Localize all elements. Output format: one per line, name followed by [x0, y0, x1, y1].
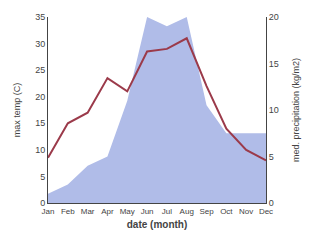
svg-text:Feb: Feb — [61, 207, 75, 216]
svg-text:20: 20 — [35, 92, 45, 102]
svg-text:Aug: Aug — [180, 207, 194, 216]
svg-text:Sep: Sep — [199, 207, 214, 216]
svg-text:Nov: Nov — [239, 207, 253, 216]
svg-text:15: 15 — [269, 59, 279, 69]
svg-text:Oct: Oct — [220, 207, 233, 216]
svg-text:med. precipitation (kg/m2): med. precipitation (kg/m2) — [291, 58, 301, 162]
svg-text:5: 5 — [40, 172, 45, 182]
svg-text:Mar: Mar — [81, 207, 95, 216]
svg-text:10: 10 — [35, 145, 45, 155]
svg-text:Jul: Jul — [162, 207, 172, 216]
svg-text:35: 35 — [35, 12, 45, 22]
svg-text:May: May — [120, 207, 135, 216]
svg-text:5: 5 — [269, 152, 274, 162]
svg-text:Jun: Jun — [141, 207, 154, 216]
svg-text:0: 0 — [269, 198, 274, 208]
svg-text:date (month): date (month) — [127, 219, 188, 230]
svg-text:Apr: Apr — [101, 207, 114, 216]
svg-text:0: 0 — [40, 198, 45, 208]
svg-text:30: 30 — [35, 39, 45, 49]
svg-text:Jan: Jan — [42, 207, 55, 216]
svg-text:20: 20 — [269, 12, 279, 22]
svg-text:25: 25 — [35, 65, 45, 75]
svg-text:15: 15 — [35, 118, 45, 128]
svg-text:max temp (C): max temp (C) — [12, 83, 22, 138]
svg-text:Dec: Dec — [259, 207, 273, 216]
svg-text:10: 10 — [269, 105, 279, 115]
